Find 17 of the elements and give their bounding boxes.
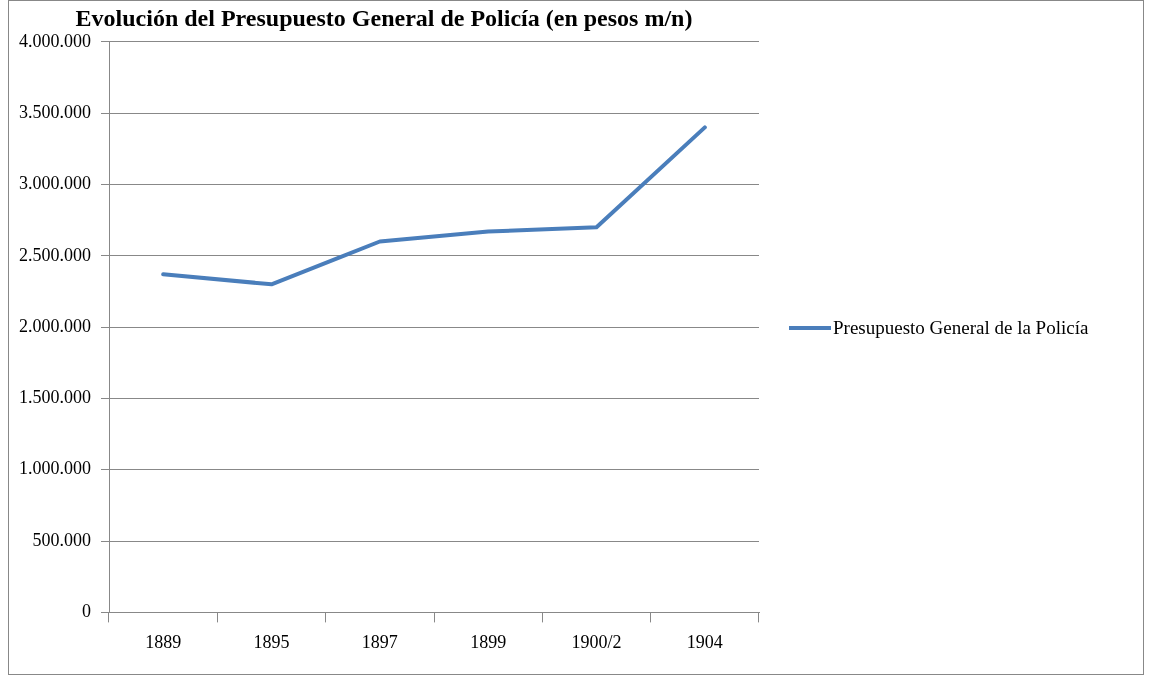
y-tick-label: 2.000.000: [19, 315, 91, 336]
y-tick-label: 4.000.000: [19, 30, 91, 51]
x-tick-label: 1899: [470, 631, 507, 652]
y-tick-label: 3.000.000: [19, 173, 91, 194]
y-tick-label: 0: [82, 601, 91, 622]
x-tick-label: 1900/2: [571, 631, 622, 652]
y-tick-label: 1.500.000: [19, 387, 91, 408]
y-tick-label: 2.500.000: [19, 244, 91, 265]
x-tick-label: 1889: [145, 631, 182, 652]
legend-label: Presupuesto General de la Policía: [833, 316, 1089, 340]
x-tick-label: 1904: [686, 631, 723, 652]
x-tick-label: 1897: [361, 631, 398, 652]
y-tick-label: 1.000.000: [19, 458, 91, 479]
x-tick-label: 1895: [253, 631, 290, 652]
chart-title: Evolución del Presupuesto General de Policía (en pesos m/n): [75, 4, 693, 31]
y-tick-label: 3.500.000: [19, 101, 91, 122]
y-tick-label: 500.000: [32, 529, 91, 550]
